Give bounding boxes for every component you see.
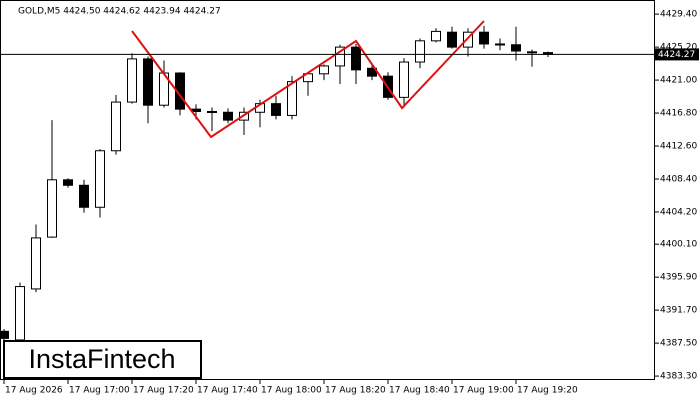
candle-body bbox=[47, 179, 57, 238]
y-tick-label: 4421.00 bbox=[660, 76, 697, 86]
x-tick-label: 17 Aug 17:20 bbox=[133, 386, 194, 396]
x-tick-label: 17 Aug 19:00 bbox=[453, 386, 514, 396]
candle-body bbox=[127, 58, 137, 103]
x-tick-label: 17 Aug 2026 bbox=[5, 386, 63, 396]
current-price-box bbox=[655, 48, 699, 61]
x-tick-label: 17 Aug 18:40 bbox=[389, 386, 450, 396]
x-tick-label: 17 Aug 19:20 bbox=[517, 386, 578, 396]
x-tick-label: 17 Aug 18:20 bbox=[325, 386, 386, 396]
candle-body bbox=[31, 237, 41, 290]
candle-body bbox=[447, 31, 457, 48]
y-tick-label: 4404.20 bbox=[660, 207, 697, 217]
y-tick-label: 4408.40 bbox=[660, 175, 697, 185]
candle-body bbox=[527, 51, 537, 54]
candle-body bbox=[111, 101, 121, 152]
candle-body bbox=[0, 330, 9, 339]
y-tick-label: 4416.80 bbox=[660, 109, 697, 119]
y-tick-label: 4412.60 bbox=[660, 142, 697, 152]
y-tick-label: 4387.50 bbox=[660, 339, 697, 349]
chart-title: GOLD,M5 4424.50 4424.62 4423.94 4424.27 bbox=[18, 7, 221, 17]
x-tick-label: 17 Aug 18:00 bbox=[261, 386, 322, 396]
y-tick-label: 4400.10 bbox=[660, 240, 697, 250]
candle-body bbox=[15, 286, 25, 341]
current-price-label: 4424.27 bbox=[658, 50, 695, 60]
logo-box bbox=[3, 340, 202, 379]
y-tick-label: 4429.40 bbox=[660, 10, 697, 20]
candle-body bbox=[399, 61, 409, 98]
y-tick-label: 4391.70 bbox=[660, 306, 697, 316]
candle-body bbox=[479, 31, 489, 45]
pattern-line bbox=[131, 20, 485, 139]
candle-body bbox=[335, 46, 345, 67]
plot-frame bbox=[0, 0, 655, 380]
candle-body bbox=[463, 31, 473, 48]
candle-body bbox=[207, 110, 217, 113]
candle-body bbox=[415, 40, 425, 63]
candle-body bbox=[319, 65, 329, 75]
y-tick-label: 4395.90 bbox=[660, 273, 697, 283]
y-tick-label: 4425.20 bbox=[660, 43, 697, 53]
candle-body bbox=[175, 72, 185, 110]
x-tick-label: 17 Aug 17:00 bbox=[69, 386, 130, 396]
x-tick-label: 17 Aug 17:40 bbox=[197, 386, 258, 396]
candle-body bbox=[63, 179, 73, 186]
candle-body bbox=[223, 111, 233, 121]
candle-body bbox=[351, 46, 361, 71]
candle-body bbox=[79, 184, 89, 208]
logo: InstaFintech bbox=[28, 344, 175, 374]
candle-body bbox=[495, 43, 505, 46]
y-tick-label: 4383.30 bbox=[660, 372, 697, 382]
candle-body bbox=[287, 81, 297, 116]
candle-body bbox=[431, 30, 441, 42]
candle-body bbox=[143, 58, 153, 106]
candle-body bbox=[271, 103, 281, 116]
candle-body bbox=[511, 44, 521, 52]
candle-body bbox=[95, 150, 105, 208]
